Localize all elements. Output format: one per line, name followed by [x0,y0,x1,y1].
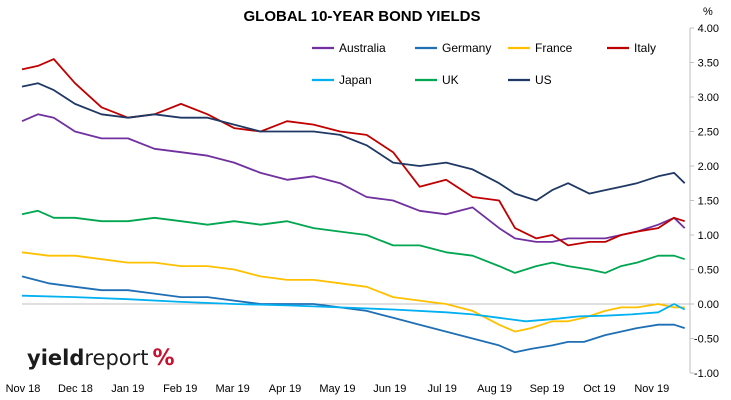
x-tick-label: Jun 19 [373,383,406,395]
y-tick-label: 3.00 [698,92,719,104]
y-tick-label: 3.50 [698,58,719,70]
legend-label-japan: Japan [339,73,372,87]
svg-text:yieldreport%: yieldreport% [27,346,175,371]
x-tick-label: Jul 19 [428,383,457,395]
x-tick-label: Feb 19 [163,383,197,395]
x-tick-label: Dec 18 [58,383,93,395]
logo-part-report: report [84,346,148,370]
series-line-japan [21,294,686,323]
x-tick-label: Nov 18 [6,383,41,395]
y-tick-label: 0.00 [698,299,719,311]
legend-label-uk: UK [442,73,459,87]
x-tick-label: Aug 19 [477,383,512,395]
logo-part-percent: % [153,346,175,371]
x-tick-label: Apr 19 [269,383,301,395]
y-tick-label: 1.00 [698,230,719,242]
y-tick-label: 0.50 [698,265,719,277]
x-tick-label: Nov 19 [634,383,669,395]
legend: Australia Germany France Italy Japan UK US [312,41,656,87]
y-tick-label: 2.50 [698,127,719,139]
y-tick-label: -1.00 [694,368,719,380]
y-tick-label: -0.50 [694,334,719,346]
x-tick-label: Oct 19 [583,383,615,395]
series-line-uk [21,209,685,274]
series-line-germany [21,275,685,354]
x-tick-label: May 19 [319,383,355,395]
legend-label-australia: Australia [339,41,386,55]
series-line-france [21,251,685,333]
chart-title: GLOBAL 10-YEAR BOND YIELDS [244,8,481,25]
legend-label-us: US [535,73,552,87]
y-tick-label: 2.00 [698,161,719,173]
legend-label-italy: Italy [634,41,656,55]
series-line-us [21,82,686,202]
x-tick-label: Sep 19 [530,383,565,395]
yieldreport-logo: yieldreport% [27,346,175,371]
series-line-australia [21,113,686,243]
legend-label-france: France [535,41,573,55]
x-tick-label: Mar 19 [215,383,249,395]
x-tick-label: Jan 19 [111,383,144,395]
series-layer [21,58,686,354]
axes: -1.00 -0.50 0.00 0.50 1.00 1.50 2.00 2.50 3.00 3.… [6,23,719,395]
y-tick-label: 1.50 [698,196,719,208]
series-line-italy [21,58,685,247]
legend-label-germany: Germany [442,41,491,55]
y-axis-unit: % [703,6,713,18]
logo-part-yield: yield [27,346,84,370]
y-tick-label: 4.00 [698,23,719,35]
